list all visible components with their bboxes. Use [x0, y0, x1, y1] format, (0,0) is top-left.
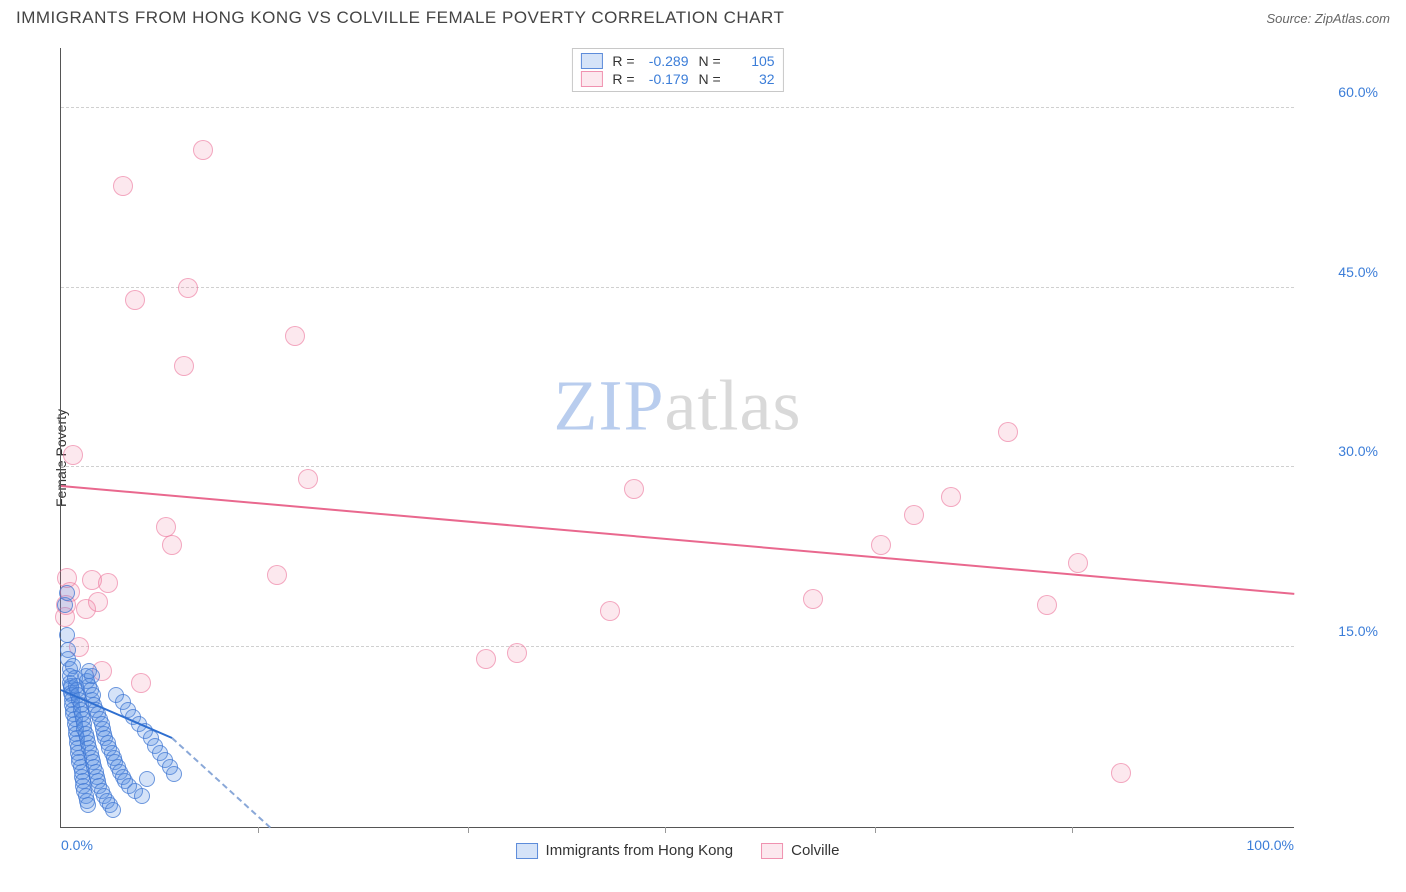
scatter-point-pink — [600, 601, 620, 621]
scatter-point-pink — [998, 422, 1018, 442]
y-tick-label: 45.0% — [1302, 264, 1378, 280]
scatter-point-blue — [134, 788, 150, 804]
x-minor-tick — [875, 827, 876, 833]
r-stat-blue: R = -0.289 — [612, 53, 688, 69]
source-attribution: Source: ZipAtlas.com — [1266, 11, 1390, 26]
legend-label-blue: Immigrants from Hong Kong — [546, 842, 734, 859]
watermark: ZIPatlas — [554, 365, 802, 448]
legend-swatch-blue-bottom — [516, 843, 538, 859]
scatter-point-pink — [1111, 763, 1131, 783]
gridline — [61, 466, 1294, 467]
scatter-point-pink — [298, 469, 318, 489]
legend-item-pink: Colville — [761, 842, 839, 859]
legend-swatch-pink-bottom — [761, 843, 783, 859]
legend-top: R = -0.289 N = 105 R = -0.179 N = 32 — [571, 48, 783, 92]
scatter-point-pink — [1068, 553, 1088, 573]
scatter-point-pink — [1037, 595, 1057, 615]
chart-title: IMMIGRANTS FROM HONG KONG VS COLVILLE FE… — [16, 8, 784, 28]
scatter-point-pink — [113, 176, 133, 196]
legend-item-blue: Immigrants from Hong Kong — [516, 842, 734, 859]
x-minor-tick — [258, 827, 259, 833]
scatter-point-blue — [80, 797, 96, 813]
scatter-point-pink — [162, 535, 182, 555]
scatter-point-pink — [267, 565, 287, 585]
scatter-point-pink — [803, 589, 823, 609]
x-tick-label: 100.0% — [1247, 837, 1294, 853]
scatter-point-pink — [98, 573, 118, 593]
plot-area: ZIPatlas R = -0.289 N = 105 R = -0.179 N… — [60, 48, 1294, 828]
scatter-point-pink — [941, 487, 961, 507]
x-minor-tick — [468, 827, 469, 833]
scatter-point-pink — [476, 649, 496, 669]
chart-container: Female Poverty ZIPatlas R = -0.289 N = 1… — [16, 40, 1390, 876]
n-stat-blue: N = 105 — [699, 53, 775, 69]
trendline-blue-extrapolated — [171, 737, 271, 828]
gridline — [61, 287, 1294, 288]
legend-row-pink: R = -0.179 N = 32 — [580, 71, 774, 87]
x-minor-tick — [1072, 827, 1073, 833]
scatter-point-pink — [156, 517, 176, 537]
legend-swatch-blue — [580, 53, 602, 69]
scatter-point-blue — [84, 668, 100, 684]
legend-label-pink: Colville — [791, 842, 839, 859]
scatter-point-pink — [871, 535, 891, 555]
scatter-point-pink — [507, 643, 527, 663]
gridline — [61, 646, 1294, 647]
scatter-point-blue — [139, 771, 155, 787]
legend-bottom: Immigrants from Hong Kong Colville — [516, 842, 840, 859]
scatter-point-pink — [285, 326, 305, 346]
x-tick-label: 0.0% — [61, 837, 93, 853]
legend-swatch-pink — [580, 71, 602, 87]
legend-row-blue: R = -0.289 N = 105 — [580, 53, 774, 69]
scatter-point-pink — [131, 673, 151, 693]
gridline — [61, 107, 1294, 108]
scatter-point-pink — [88, 592, 108, 612]
scatter-point-blue — [105, 802, 121, 818]
n-stat-pink: N = 32 — [699, 71, 775, 87]
scatter-point-pink — [63, 445, 83, 465]
r-stat-pink: R = -0.179 — [612, 71, 688, 87]
scatter-point-pink — [125, 290, 145, 310]
y-tick-label: 60.0% — [1302, 84, 1378, 100]
trendline-pink — [61, 485, 1294, 595]
scatter-point-pink — [904, 505, 924, 525]
scatter-point-pink — [178, 278, 198, 298]
x-minor-tick — [665, 827, 666, 833]
scatter-point-pink — [174, 356, 194, 376]
scatter-point-blue — [166, 766, 182, 782]
y-tick-label: 15.0% — [1302, 623, 1378, 639]
scatter-point-pink — [193, 140, 213, 160]
scatter-point-blue — [59, 585, 75, 601]
y-tick-label: 30.0% — [1302, 443, 1378, 459]
scatter-point-pink — [624, 479, 644, 499]
